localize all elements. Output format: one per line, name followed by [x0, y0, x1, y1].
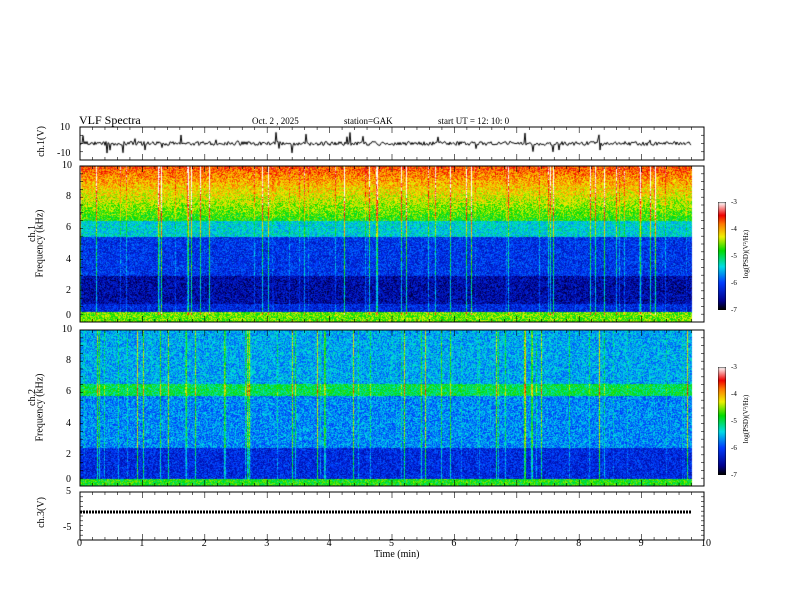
station-label: station=GAK	[344, 116, 393, 126]
x-tick-label: 5	[389, 538, 394, 549]
x-tick-label: 3	[264, 538, 270, 549]
spectrogram-ytick: 0	[66, 474, 71, 485]
ch1-spectrogram-image	[80, 166, 693, 322]
colorbar-tick-label: -7	[731, 471, 737, 479]
spectrogram-ytick: 4	[66, 417, 71, 429]
ch2-colorbar-label: log(PSD)(V²/Hz)	[742, 394, 751, 444]
spectrogram-ytick: 6	[66, 222, 71, 234]
ch1-ytick: 10	[60, 122, 70, 133]
date-label: Oct. 2 , 2025	[252, 116, 299, 126]
x-tick-label: 6	[451, 538, 457, 549]
ch3-ylabel: ch.3(V)	[35, 497, 47, 528]
panel-frame	[79, 329, 705, 487]
panel-frame	[79, 165, 705, 323]
spectrogram-ytick: 2	[66, 448, 71, 460]
ch1-spectrogram-ylabel-freq: Frequency (kHz)	[34, 209, 46, 278]
colorbar-tick-label: -3	[731, 363, 737, 371]
x-tick-label: 8	[576, 538, 582, 549]
figure-title: VLF Spectra	[79, 113, 141, 127]
ch3-ytick: -5	[63, 522, 72, 533]
spectrogram-ytick: 0	[66, 310, 71, 321]
x-tick-label: 1	[139, 538, 145, 549]
x-tick-label: 7	[513, 538, 519, 549]
spectrogram-ytick: 2	[66, 284, 71, 296]
x-tick-label: 4	[326, 538, 332, 549]
x-tick-label: 2	[201, 538, 207, 549]
colorbar-tick-label: -4	[731, 225, 737, 233]
x-tick-label: 0	[77, 538, 82, 549]
colorbar-tick-label: -5	[731, 252, 737, 260]
spectrogram-ytick: 10	[62, 160, 72, 171]
ch1-waveform-trace	[80, 127, 693, 160]
spectrogram-ytick: 8	[66, 191, 71, 203]
x-tick-label: 10	[701, 538, 711, 549]
ch2-spectrogram-image	[80, 330, 693, 486]
spectrogram-ytick: 6	[66, 386, 71, 398]
ch1-colorbar-label: log(PSD)(V²/Hz)	[742, 229, 751, 279]
spectrogram-ytick: 10	[62, 324, 72, 335]
start-time-label: start UT = 12: 10: 0	[438, 116, 510, 126]
colorbar-tick-label: -4	[731, 390, 737, 398]
panel-frame	[79, 491, 705, 541]
ch2-spectrogram-ylabel-freq: Frequency (kHz)	[34, 373, 46, 442]
colorbar-tick-label: -5	[731, 417, 737, 425]
colorbar-tick-label: -6	[731, 444, 737, 452]
colorbar-tick-label: -3	[731, 198, 737, 206]
ch1-colorbar	[718, 202, 726, 310]
ch1-ytick: -10	[57, 148, 71, 159]
colorbar-tick-label: -6	[731, 279, 737, 287]
colorbar-tick-label: -7	[731, 306, 737, 314]
spectrogram-ytick: 8	[66, 355, 71, 367]
spectrogram-ytick: 4	[66, 253, 71, 265]
x-tick-label: 9	[638, 538, 644, 549]
ch1-waveform-ylabel: ch.1(V)	[35, 126, 47, 157]
ch3-ytick: 5	[66, 486, 71, 497]
ch2-colorbar	[718, 367, 726, 475]
x-axis-label: Time (min)	[374, 549, 420, 560]
